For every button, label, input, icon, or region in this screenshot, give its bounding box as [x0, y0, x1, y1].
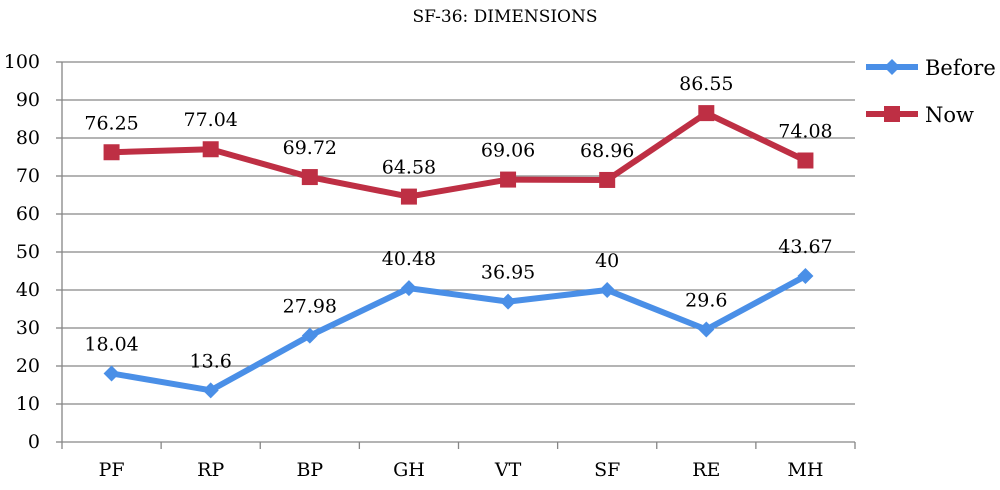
x-tick-label: BP — [296, 459, 323, 481]
y-tick-label: 80 — [16, 127, 40, 149]
axes: 0 10 20 30 40 50 60 70 80 90 100 PF RP BP GH VT SF RE MH — [4, 51, 856, 481]
data-point-now — [400, 188, 417, 205]
data-point-now — [103, 144, 120, 161]
legend-label-now: Now — [925, 103, 974, 127]
data-label-before: 36.95 — [481, 262, 535, 284]
x-tick-label: RE — [692, 459, 720, 481]
data-label-before: 40.48 — [382, 248, 436, 270]
data-label-before: 13.6 — [190, 350, 232, 372]
data-point-before — [301, 327, 318, 344]
series-group — [103, 105, 814, 399]
data-point-before — [400, 280, 417, 297]
data-point-before — [599, 282, 616, 298]
series-line-now — [108, 110, 809, 200]
legend-marker-before — [884, 59, 900, 75]
chart-title: SF-36: DIMENSIONS — [412, 7, 597, 27]
y-tick-label: 50 — [16, 241, 40, 263]
legend-marker-now — [884, 106, 900, 122]
data-label-now: 77.04 — [183, 109, 237, 131]
data-label-now: 74.08 — [778, 120, 832, 142]
x-tick-label: GH — [393, 459, 425, 481]
data-point-now — [698, 105, 715, 122]
legend-label-before: Before — [925, 56, 996, 80]
data-label-now: 86.55 — [679, 73, 733, 95]
data-label-before: 40 — [595, 250, 619, 272]
data-point-before — [202, 382, 219, 399]
data-label-before: 18.04 — [84, 333, 138, 355]
y-tick-label: 90 — [16, 89, 40, 111]
y-tick-label: 60 — [16, 203, 40, 225]
data-point-now — [202, 141, 219, 158]
data-point-now — [797, 152, 814, 169]
y-tick-label: 70 — [16, 165, 40, 187]
data-label-before: 43.67 — [778, 236, 832, 258]
data-point-before — [797, 268, 814, 285]
data-point-now — [301, 169, 318, 186]
x-tick-label: PF — [99, 459, 125, 481]
data-label-before: 29.6 — [685, 290, 727, 312]
data-label-before: 27.98 — [283, 296, 337, 318]
data-point-now — [599, 171, 616, 188]
data-point-before — [500, 293, 517, 310]
x-tick-label: VT — [494, 459, 522, 481]
data-point-before — [103, 365, 120, 382]
data-label-now: 64.58 — [382, 157, 436, 179]
data-point-now — [500, 171, 517, 188]
gridlines — [62, 61, 855, 405]
data-label-now: 68.96 — [580, 140, 634, 162]
x-tick-label: RP — [197, 459, 224, 481]
y-tick-label: 40 — [16, 279, 40, 301]
data-labels: 18.04 13.6 27.98 40.48 36.95 40 29.6 43.67 76.25… — [84, 73, 832, 372]
y-tick-label: 0 — [28, 431, 40, 453]
x-tick-label: SF — [594, 459, 620, 481]
data-label-now: 76.25 — [84, 112, 138, 134]
data-label-now: 69.72 — [283, 137, 337, 159]
series-line-before — [108, 273, 809, 394]
y-tick-label: 30 — [16, 317, 40, 339]
data-label-now: 69.06 — [481, 140, 535, 162]
y-tick-label: 10 — [16, 393, 40, 415]
y-tick-label: 100 — [4, 51, 40, 73]
y-tick-label: 20 — [16, 355, 40, 377]
data-point-before — [698, 321, 715, 338]
x-tick-label: MH — [787, 459, 823, 481]
legend: Before Now — [866, 56, 996, 127]
